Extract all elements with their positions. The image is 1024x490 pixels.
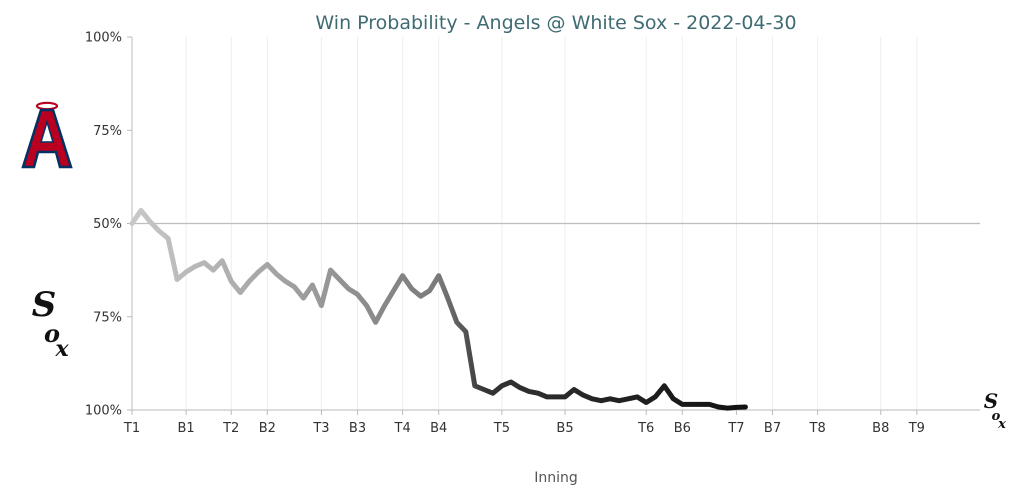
y-tick-label-4: 100% xyxy=(85,404,122,419)
x-tick-label-8: T5 xyxy=(493,421,510,436)
y-tick-label-3: 75% xyxy=(93,310,122,325)
svg-text:o: o xyxy=(44,319,60,348)
x-tick-label-4: T3 xyxy=(312,421,329,436)
chart-title: Win Probability - Angels @ White Sox - 2… xyxy=(315,12,796,34)
x-tick-label-15: B8 xyxy=(872,421,889,436)
svg-text:x: x xyxy=(997,417,1006,432)
x-tick-label-12: T7 xyxy=(727,421,744,436)
svg-text:S: S xyxy=(32,285,57,325)
y-tick-label-2: 50% xyxy=(93,217,122,232)
x-tick-label-6: T4 xyxy=(394,421,411,436)
y-tick-label-1: 75% xyxy=(93,124,122,139)
x-tick-label-2: T2 xyxy=(222,421,239,436)
white-sox-logo: S o x xyxy=(32,285,70,362)
x-tick-label-7: B4 xyxy=(430,421,447,436)
x-tick-label-5: B3 xyxy=(349,421,366,436)
x-tick-label-1: B1 xyxy=(178,421,195,436)
angels-logo xyxy=(21,101,73,169)
svg-text:x: x xyxy=(54,336,69,362)
svg-text:S: S xyxy=(984,389,998,413)
line-layer xyxy=(129,207,748,411)
x-axis: T1 B1 T2 B2 T3 B3 T4 B4 T5 B5 T6 B6 T7 B7 T8 B8 T9 xyxy=(123,409,980,436)
x-tick-label-0: T1 xyxy=(123,421,140,436)
x-tick-label-3: B2 xyxy=(259,421,276,436)
x-tick-label-16: T9 xyxy=(908,421,925,436)
white-sox-end-logo: S o x xyxy=(984,389,1006,432)
series-line-0 xyxy=(129,207,748,411)
y-axis: 100% 75% 50% 75% 100% xyxy=(85,31,133,419)
x-tick-label-9: B5 xyxy=(556,421,573,436)
x-tick-label-10: T6 xyxy=(637,421,654,436)
y-tick-label-0: 100% xyxy=(85,31,122,46)
x-axis-label: Inning xyxy=(534,470,578,486)
x-tick-label-13: B7 xyxy=(764,421,781,436)
x-tick-label-11: B6 xyxy=(674,421,691,436)
svg-text:o: o xyxy=(992,409,1001,424)
x-tick-label-14: T8 xyxy=(809,421,826,436)
grid-layer xyxy=(131,37,980,410)
